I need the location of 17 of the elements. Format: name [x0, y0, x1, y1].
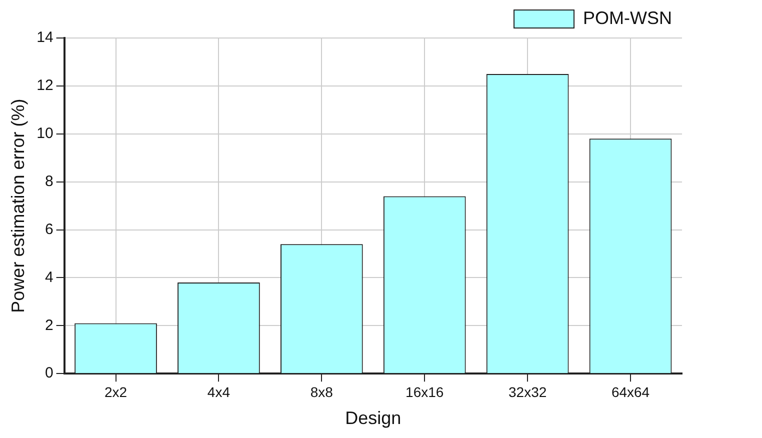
x-tick-label: 4x4: [207, 384, 230, 400]
y-axis-title: Power estimation error (%): [8, 98, 28, 313]
y-tick-label: 6: [44, 220, 54, 238]
y-tick-label: 14: [36, 29, 54, 46]
legend-label: POM-WSN: [583, 8, 672, 28]
x-tick-label: 8x8: [310, 384, 334, 400]
x-tick-label: 32x32: [508, 384, 547, 400]
x-tick-label: 64x64: [611, 384, 650, 400]
y-tick-label: 4: [44, 268, 54, 286]
x-tick-label: 2x2: [104, 384, 128, 400]
y-tick-label: 10: [36, 125, 54, 142]
x-tick-label: 16x16: [406, 384, 444, 400]
y-tick-label: 12: [36, 77, 54, 94]
y-tick-label: 2: [44, 316, 54, 334]
x-axis-title: Design: [345, 408, 402, 428]
y-tick-label: 8: [44, 172, 54, 190]
y-tick-label: 0: [44, 364, 54, 382]
